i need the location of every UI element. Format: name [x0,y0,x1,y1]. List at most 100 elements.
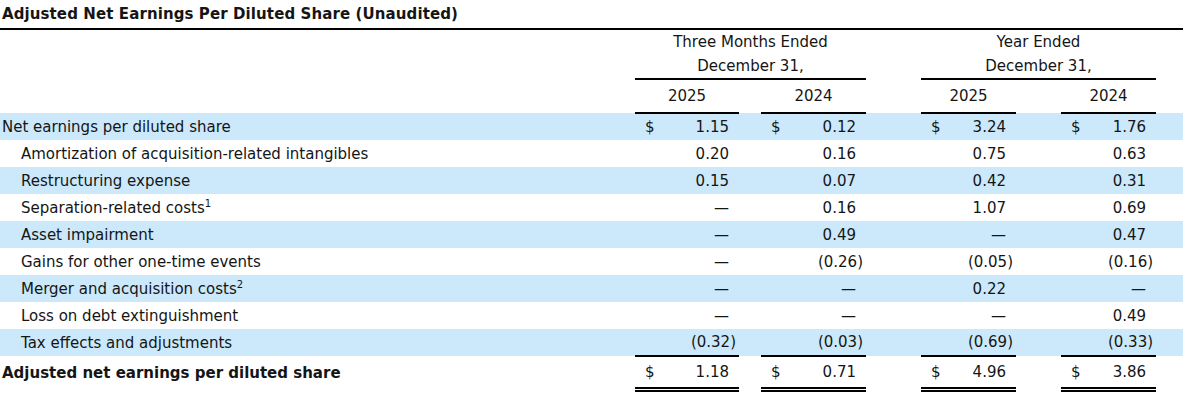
cell-3m-2025: — [635,221,739,248]
column-gap [1016,356,1061,389]
table-row: Amortization of acquisition-related inta… [0,140,1183,167]
row-right-pad [1156,248,1183,275]
row-right-pad [1156,329,1183,356]
row-right-pad [1156,275,1183,302]
col-header-3m-2025: 2025 [635,79,739,113]
cell-3m-2024: 0.16 [761,194,866,221]
column-gap [1016,302,1061,329]
cell-3m-2024: $0.71 [761,356,866,389]
header-year-date: December 31, [921,53,1156,79]
adjusted-eps-table: Three Months Ended Year Ended December 3… [0,30,1183,392]
cell-value: — [714,307,736,325]
row-right-pad [1156,302,1183,329]
cell-value: 0.75 [973,145,1013,163]
cell-value: 3.24 [973,118,1013,136]
row-right-pad [1156,167,1183,194]
cell-3m-2025: (0.32) [635,329,739,356]
header-spacer [0,30,635,53]
cell-value: 0.49 [823,226,863,244]
column-gap [739,113,761,140]
table-row: Restructuring expense 0.15 0.07 0.42 0.3… [0,167,1183,194]
column-gap [866,140,921,167]
cell-value: — [714,253,736,271]
column-gap [1016,113,1061,140]
row-label: Separation-related costs1 [21,199,211,217]
cell-value: 0.15 [696,172,736,190]
cell-value: (0.05) [968,253,1013,271]
cell-value: — [714,226,736,244]
column-gap [1016,140,1061,167]
col-header-ye-2024: 2024 [1061,79,1156,113]
row-right-pad [1156,194,1183,221]
cell-ye-2025: 1.07 [921,194,1016,221]
cell-value: 1.15 [696,118,736,136]
column-gap [866,167,921,194]
cell-value: 0.71 [823,363,863,381]
row-label: Loss on debt extinguishment [21,307,238,325]
page-title: Adjusted Net Earnings Per Diluted Share … [0,0,1183,30]
column-gap [1016,194,1061,221]
cell-ye-2024: 0.31 [1061,167,1156,194]
header-three-months-period: Three Months Ended [635,30,866,53]
cell-ye-2024: 0.47 [1061,221,1156,248]
column-gap [739,356,761,389]
currency-symbol: $ [771,363,781,381]
cell-ye-2024: $1.76 [1061,113,1156,140]
cell-3m-2025: — [635,302,739,329]
cell-value: — [841,280,863,298]
column-gap [1016,275,1061,302]
table-row: Net earnings per diluted share $1.15 $0.… [0,113,1183,140]
cell-value: 0.22 [973,280,1013,298]
header-gap [866,30,921,53]
cell-ye-2024: 0.49 [1061,302,1156,329]
col-header-ye-2025: 2025 [921,79,1016,113]
row-label: Restructuring expense [21,172,190,190]
cell-value: — [714,280,736,298]
cell-3m-2024: 0.16 [761,140,866,167]
header-years-row: 2025 2024 2025 2024 [0,79,1183,113]
cell-ye-2025: (0.69) [921,329,1016,356]
cell-value: 0.63 [1113,145,1153,163]
column-gap [866,302,921,329]
column-gap [739,275,761,302]
header-year-period: Year Ended [921,30,1156,53]
row-label: Asset impairment [21,226,154,244]
header-gap [1016,79,1061,113]
currency-symbol: $ [645,118,655,136]
cell-ye-2024: (0.33) [1061,329,1156,356]
cell-3m-2024: (0.03) [761,329,866,356]
row-right-pad [1156,356,1183,389]
cell-3m-2025: $1.15 [635,113,739,140]
currency-symbol: $ [1071,363,1081,381]
header-three-months-date: December 31, [635,53,866,79]
cell-value: 1.07 [973,199,1013,217]
cell-3m-2024: 0.49 [761,221,866,248]
table-row: Asset impairment — 0.49 — 0.47 [0,221,1183,248]
currency-symbol: $ [645,363,655,381]
row-right-pad [1156,140,1183,167]
cell-value: (0.16) [1108,253,1153,271]
column-gap [739,194,761,221]
cell-ye-2025: 0.75 [921,140,1016,167]
cell-ye-2025: 0.42 [921,167,1016,194]
header-spacer [0,79,635,113]
cell-value: 0.20 [696,145,736,163]
currency-symbol: $ [931,118,941,136]
cell-3m-2025: $1.18 [635,356,739,389]
cell-3m-2025: 0.20 [635,140,739,167]
cell-value: — [1131,280,1153,298]
row-label: Amortization of acquisition-related inta… [21,145,368,163]
cell-value: — [841,307,863,325]
currency-symbol: $ [931,363,941,381]
header-gap [739,79,761,113]
table-row: Gains for other one-time events — (0.26)… [0,248,1183,275]
column-gap [739,302,761,329]
cell-3m-2024: — [761,275,866,302]
table-row: Separation-related costs1 — 0.16 1.07 0.… [0,194,1183,221]
column-gap [739,140,761,167]
cell-value: (0.69) [968,333,1013,351]
cell-ye-2025: — [921,221,1016,248]
cell-ye-2024: $3.86 [1061,356,1156,389]
currency-symbol: $ [1071,118,1081,136]
cell-ye-2025: 0.22 [921,275,1016,302]
